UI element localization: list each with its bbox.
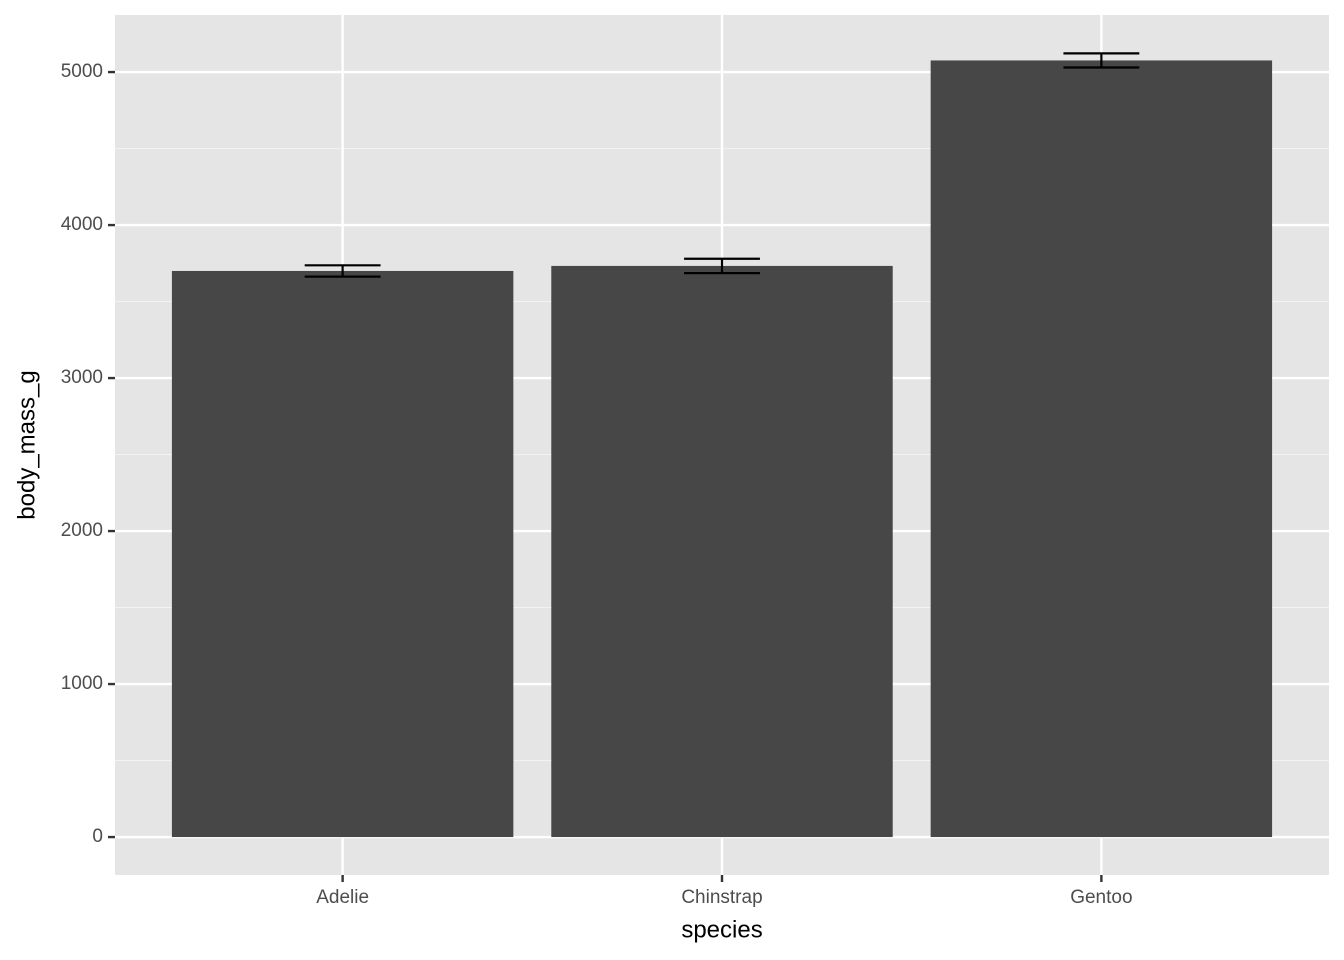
y-tick-label: 5000 bbox=[61, 61, 103, 82]
y-tick-label: 2000 bbox=[61, 520, 103, 541]
bar bbox=[551, 265, 893, 838]
y-tick-label: 4000 bbox=[61, 214, 103, 235]
x-tick-label: Chinstrap bbox=[681, 887, 762, 908]
bar bbox=[171, 270, 514, 838]
y-tick-label: 3000 bbox=[61, 367, 103, 388]
y-axis-title: body_mass_g bbox=[13, 370, 40, 519]
x-axis-title: species bbox=[681, 916, 762, 943]
y-tick-label: 0 bbox=[92, 826, 103, 847]
x-tick-label: Gentoo bbox=[1070, 887, 1132, 908]
bar bbox=[930, 60, 1273, 838]
x-tick-label: Adelie bbox=[316, 887, 369, 908]
y-tick-label: 1000 bbox=[61, 673, 103, 694]
